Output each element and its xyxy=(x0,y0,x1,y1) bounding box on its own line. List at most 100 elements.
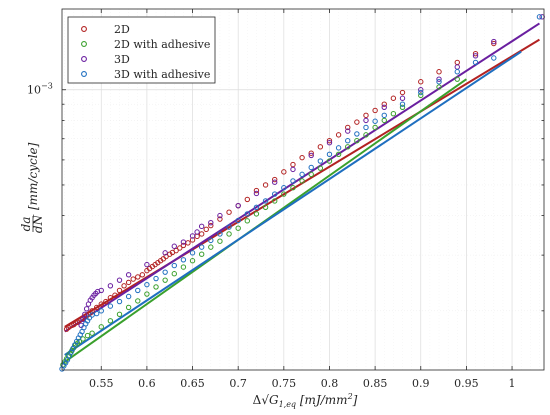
point-s0-37 xyxy=(177,245,183,251)
point-s3-51 xyxy=(418,89,424,96)
point-s1-41 xyxy=(354,138,360,144)
point-s0-65 xyxy=(399,89,406,96)
point-s0-64 xyxy=(390,95,397,101)
point-s1-35 xyxy=(299,178,305,184)
x-tick-label-6: 0.85 xyxy=(363,377,388,390)
point-s2-2 xyxy=(82,311,88,318)
point-s1-17 xyxy=(135,298,141,304)
point-s1-25 xyxy=(208,244,214,250)
point-s3-27 xyxy=(180,257,187,263)
x-tick-labels: 0.55 0.6 0.65 0.7 0.75 0.8 0.85 0.9 0.95 1 xyxy=(89,377,516,390)
point-s0-25 xyxy=(139,272,146,278)
point-s2-27 xyxy=(308,152,314,159)
point-s2-22 xyxy=(217,212,223,219)
point-s3-56 xyxy=(536,14,543,20)
point-s1-32 xyxy=(272,198,278,204)
point-s1-19 xyxy=(153,284,159,290)
point-s1-34 xyxy=(290,185,296,191)
point-s3-44 xyxy=(335,145,342,151)
point-s3-34 xyxy=(244,211,251,217)
point-s2-13 xyxy=(125,272,132,278)
point-s3-32 xyxy=(226,224,232,230)
point-s1-26 xyxy=(217,238,223,244)
point-s3-31 xyxy=(217,231,223,237)
x-axis-label: Δ√G1,eq [mJ/mm2] xyxy=(253,392,358,409)
point-s0-24 xyxy=(135,274,141,280)
point-s2-21 xyxy=(208,219,214,226)
point-s0-17 xyxy=(103,298,109,305)
point-s1-47 xyxy=(418,92,424,99)
x-tick-label-4: 0.75 xyxy=(272,377,297,390)
legend-label-1: 2D with adhesive xyxy=(114,38,210,51)
point-s1-18 xyxy=(144,291,150,297)
point-s2-1 xyxy=(80,316,86,323)
point-s1-23 xyxy=(189,258,196,264)
x-tick-label-1: 0.6 xyxy=(138,377,156,390)
y-tick-base: 10 xyxy=(27,84,41,97)
point-s3-46 xyxy=(354,131,360,137)
point-s0-61 xyxy=(363,112,369,119)
point-s1-44 xyxy=(381,117,387,124)
point-s3-25 xyxy=(162,269,168,275)
point-s1-13 xyxy=(98,324,104,330)
point-s2-26 xyxy=(290,166,296,173)
point-s3-33 xyxy=(235,217,241,224)
point-s2-20 xyxy=(198,223,205,230)
point-s2-33 xyxy=(418,87,424,93)
point-s0-48 xyxy=(244,196,251,203)
point-s0-59 xyxy=(345,124,351,131)
y-tick-exponent: −3 xyxy=(41,82,53,91)
plot-frame xyxy=(61,8,545,371)
point-s0-20 xyxy=(116,287,123,294)
point-s3-19 xyxy=(107,303,114,309)
point-s3-39 xyxy=(290,178,296,184)
y-tick-label-exp: 10−3 xyxy=(27,82,53,97)
point-s1-27 xyxy=(226,231,232,237)
legend-marker-2 xyxy=(81,56,87,62)
point-s3-38 xyxy=(281,185,287,191)
point-s2-32 xyxy=(399,95,406,101)
point-s0-60 xyxy=(354,119,360,125)
point-s0-15 xyxy=(93,304,100,311)
point-s1-21 xyxy=(171,271,177,277)
point-s3-29 xyxy=(198,244,205,250)
point-s0-52 xyxy=(281,169,287,175)
legend-marker-3 xyxy=(81,71,87,77)
point-s2-14 xyxy=(144,261,150,268)
point-s1-43 xyxy=(372,124,378,131)
x-label-var: G xyxy=(269,393,279,407)
point-s2-29 xyxy=(345,128,351,134)
point-s0-42 xyxy=(198,231,205,237)
point-s1-30 xyxy=(253,211,260,217)
point-s3-47 xyxy=(363,124,369,131)
point-s1-38 xyxy=(326,158,333,164)
point-s0-45 xyxy=(217,216,223,222)
point-s1-20 xyxy=(162,277,168,283)
x-label-sub: 1,eq xyxy=(279,400,297,409)
point-s3-45 xyxy=(345,138,351,144)
point-s1-28 xyxy=(235,225,241,231)
point-s3-28 xyxy=(189,250,196,256)
point-s0-46 xyxy=(226,209,232,215)
point-s2-10 xyxy=(98,287,104,294)
point-s0-69 xyxy=(472,51,479,57)
point-s2-18 xyxy=(189,233,196,239)
point-s3-40 xyxy=(299,171,305,178)
point-s3-30 xyxy=(208,237,214,244)
point-s0-18 xyxy=(107,295,114,301)
x-tick-label-3: 0.7 xyxy=(229,377,247,390)
point-s1-33 xyxy=(281,191,287,197)
point-s1-24 xyxy=(198,251,205,257)
legend: 2D 2D with adhesive 3D 3D with adhesive xyxy=(67,16,216,84)
point-s3-55 xyxy=(491,55,497,61)
point-s3-20 xyxy=(116,298,123,305)
point-s3-48 xyxy=(372,118,378,124)
x-axis-label-text: Δ√G1,eq [mJ/mm2] xyxy=(253,392,358,409)
point-s0-49 xyxy=(253,187,260,194)
point-s0-56 xyxy=(317,144,324,150)
x-tick-label-5: 0.8 xyxy=(321,377,339,390)
point-s1-12 xyxy=(89,330,95,336)
point-s0-16 xyxy=(98,301,104,307)
x-tick-label-0: 0.55 xyxy=(89,377,114,390)
point-s3-24 xyxy=(153,275,159,282)
